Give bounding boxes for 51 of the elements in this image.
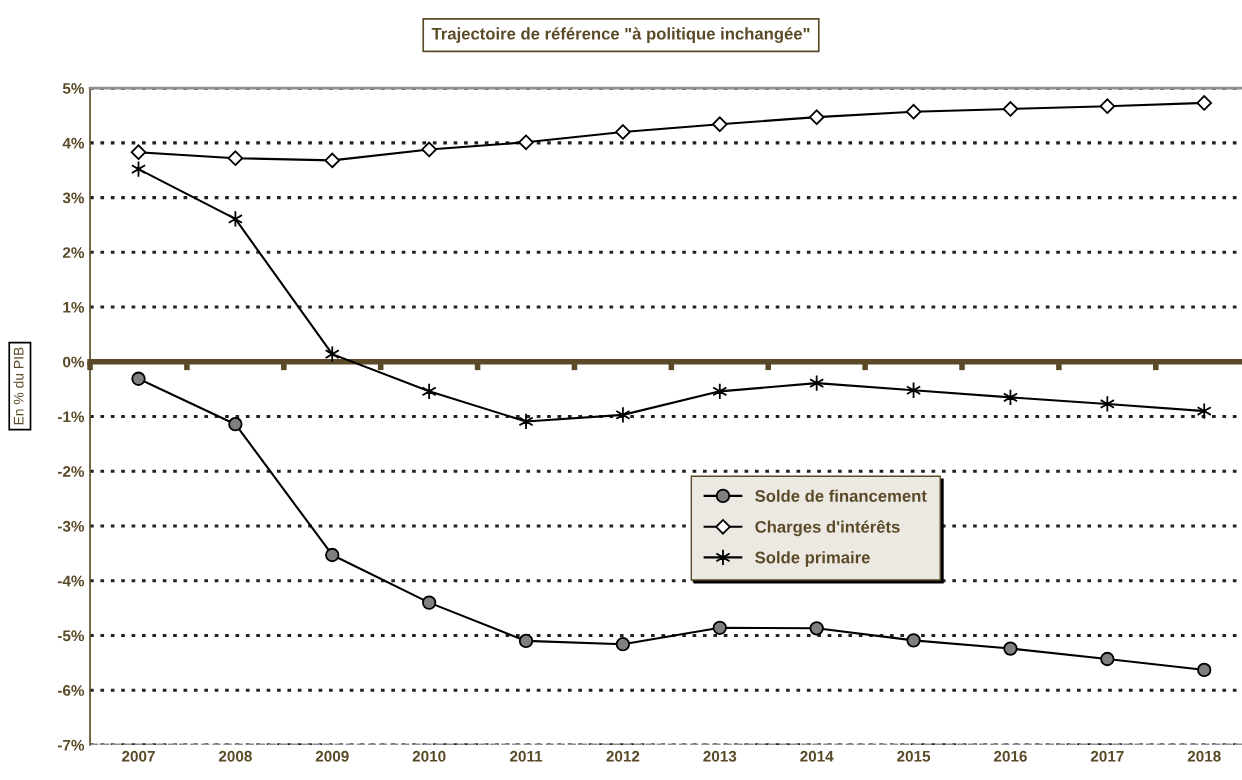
point — [712, 116, 728, 133]
chart-title: Trajectoire de référence "à politique inchangée" — [431, 27, 810, 43]
point — [615, 406, 631, 424]
point — [130, 144, 147, 160]
y-tick-label: 4% — [62, 137, 85, 149]
y-tick-label: -6% — [57, 685, 85, 696]
y-tick-label: -1% — [57, 411, 85, 423]
point — [809, 374, 825, 392]
point — [518, 412, 534, 430]
y-tick-label: 1% — [63, 301, 85, 313]
point — [808, 109, 825, 125]
point — [227, 150, 244, 166]
x-tick-label: 2015 — [897, 750, 931, 762]
x-tick-label: 2008 — [218, 750, 252, 762]
point — [421, 382, 437, 400]
x-tick-label: 2012 — [606, 750, 640, 762]
point — [227, 210, 243, 228]
point — [421, 141, 437, 158]
y-axis-title: En % du PIB — [13, 347, 24, 425]
x-tick-label: 2009 — [315, 750, 349, 762]
legend-label: Solde de financement — [755, 489, 927, 502]
point — [1196, 402, 1212, 420]
legend-label: Charges d'intérêts — [755, 520, 900, 537]
x-tick-label: 2018 — [1187, 750, 1221, 762]
x-tick-label: 2017 — [1090, 750, 1124, 762]
x-tick-label: 2016 — [993, 750, 1027, 762]
point — [1099, 98, 1116, 114]
y-tick-label: -4% — [57, 575, 85, 587]
point — [905, 103, 922, 120]
point — [712, 382, 728, 400]
x-tick-label: 2010 — [412, 750, 446, 762]
x-tick-label: 2011 — [509, 750, 543, 762]
point — [1099, 395, 1115, 413]
point — [324, 345, 340, 363]
point — [615, 124, 631, 140]
y-tick-label: -5% — [57, 630, 85, 642]
y-tick-label: 0% — [63, 356, 85, 368]
y-tick-label: -2% — [57, 466, 85, 477]
y-tick-label: 3% — [62, 192, 85, 204]
point — [518, 134, 534, 151]
x-tick-label: 2014 — [800, 750, 834, 762]
point — [1196, 95, 1212, 111]
y-tick-label: 5% — [62, 83, 85, 94]
y-tick-label: -3% — [57, 520, 85, 532]
y-tick-label: -7% — [57, 739, 85, 751]
x-tick-label: 2013 — [703, 750, 737, 762]
point — [1002, 101, 1019, 117]
point — [324, 152, 341, 169]
x-tick-label: 2007 — [122, 750, 155, 762]
y-tick-label: 2% — [62, 247, 85, 258]
legend-label: Solde primaire — [755, 551, 870, 567]
